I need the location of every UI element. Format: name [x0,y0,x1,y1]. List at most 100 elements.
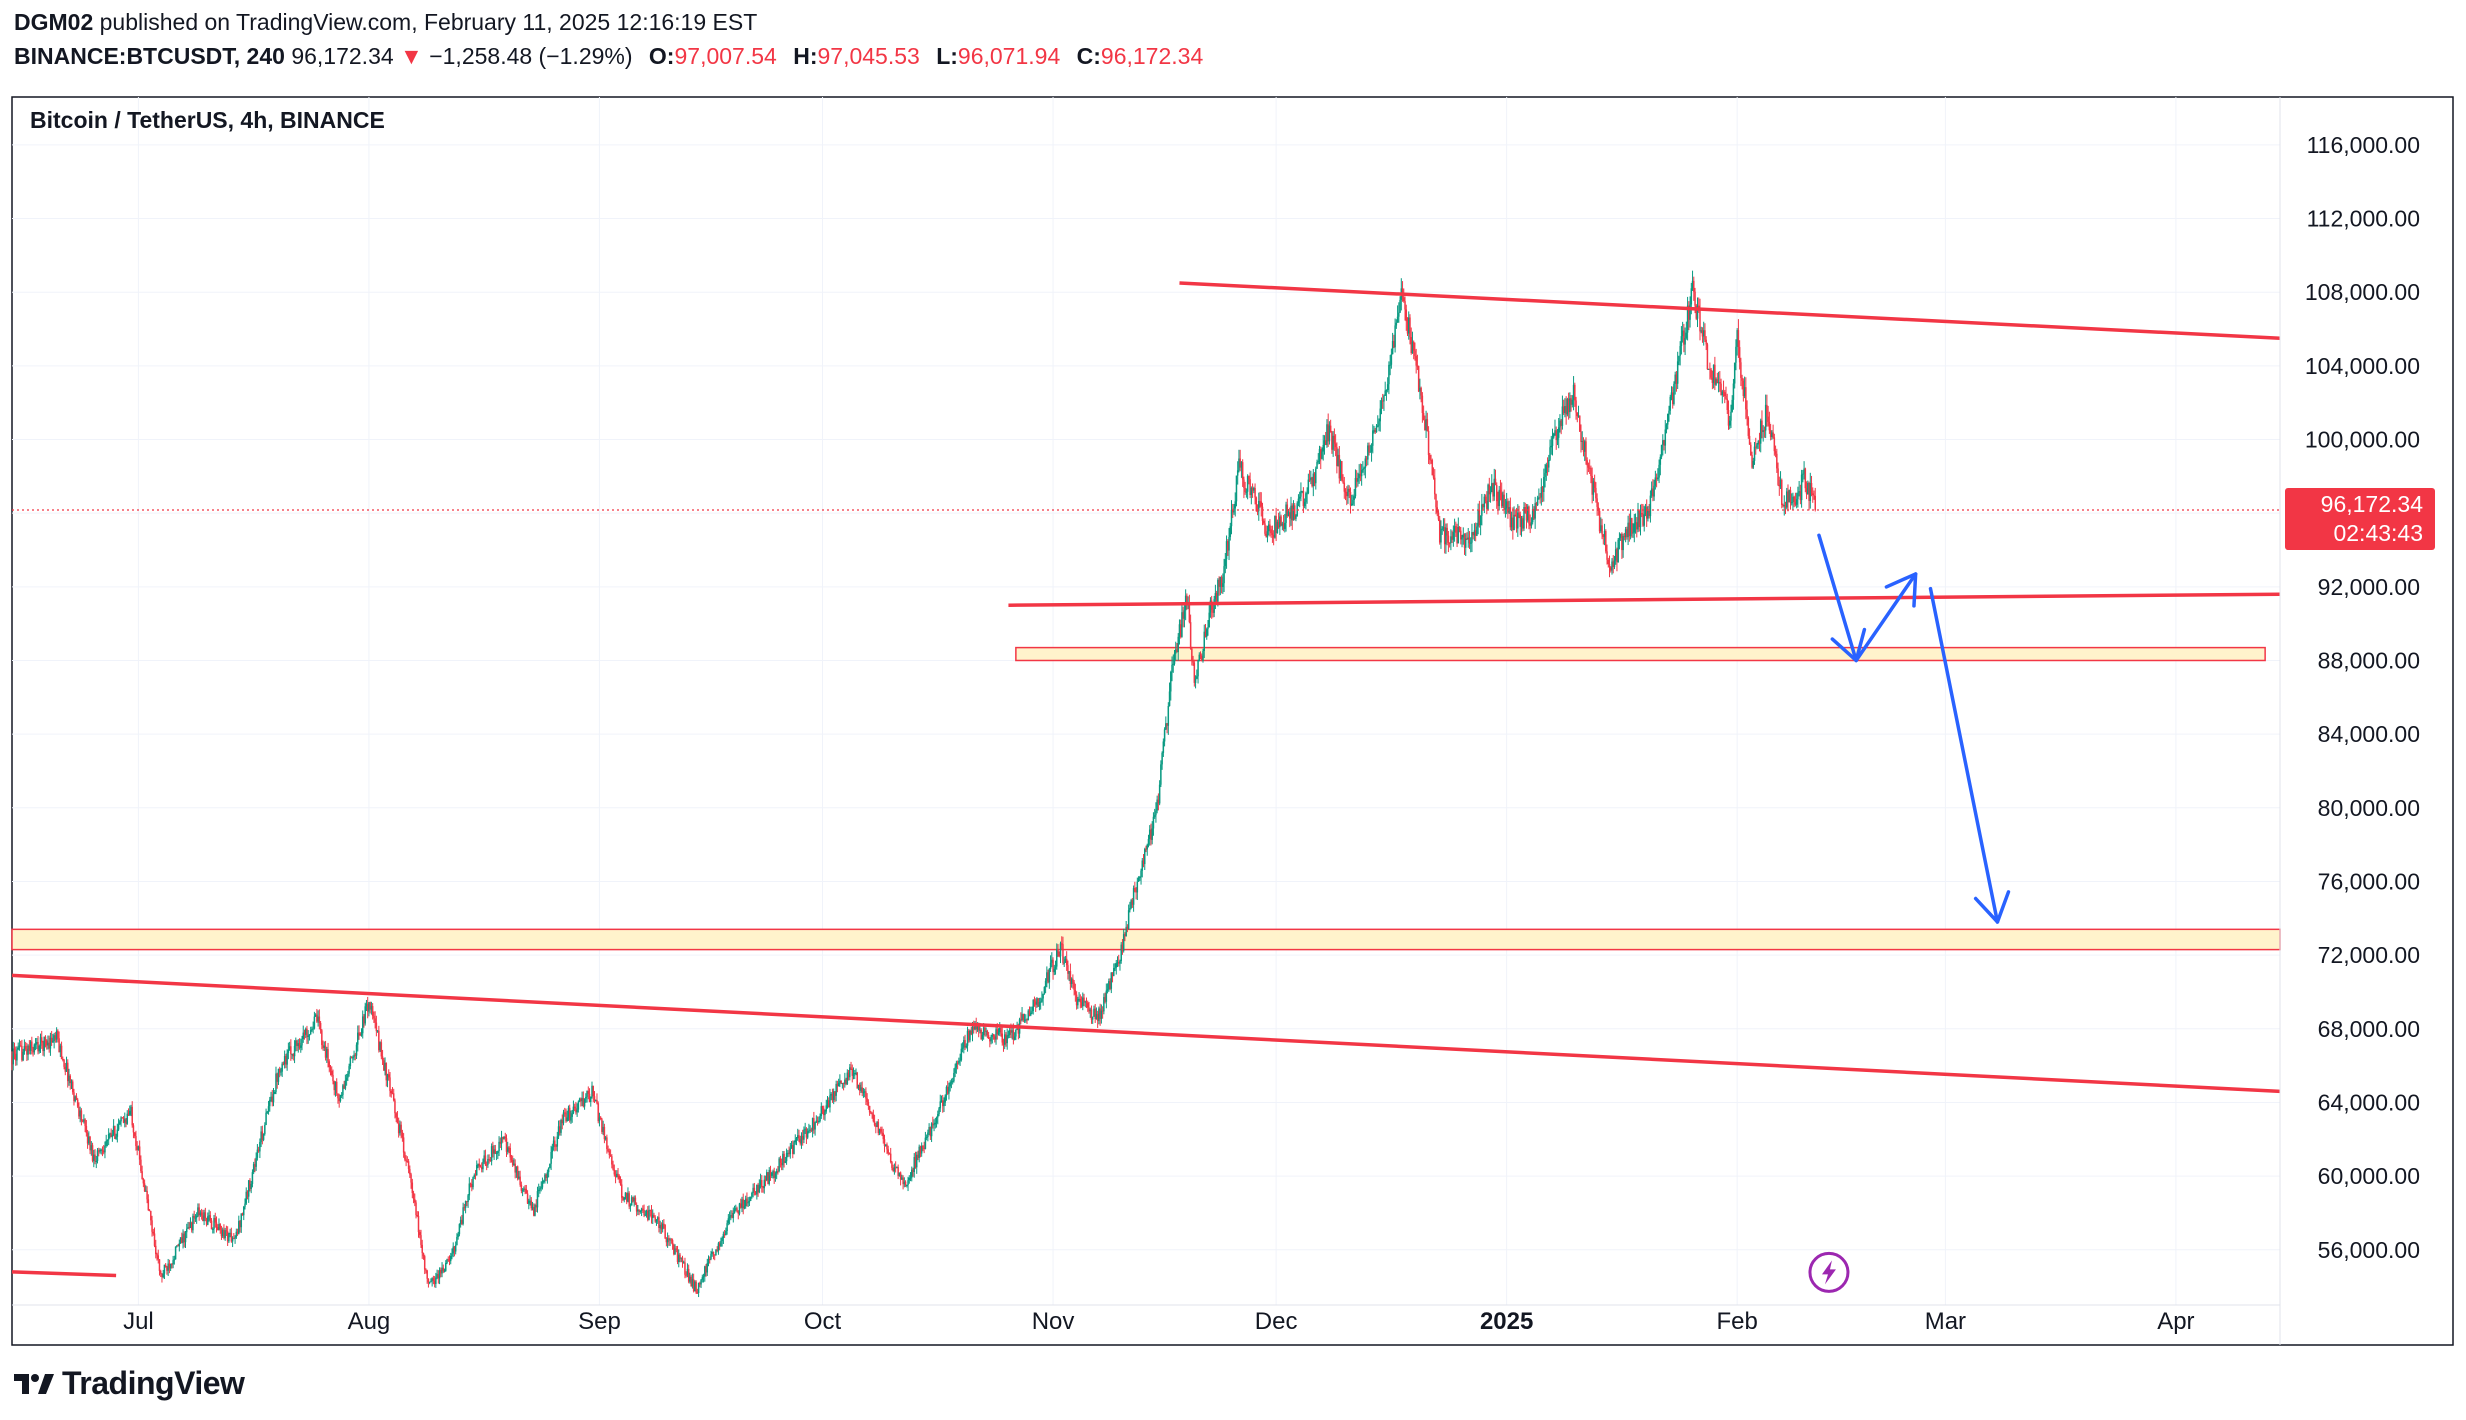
candle-body[interactable] [288,1046,291,1050]
candle-body[interactable] [241,1213,244,1216]
candle-body[interactable] [762,1186,764,1189]
candle-body[interactable] [1746,409,1748,418]
candle-body[interactable] [1147,838,1150,845]
candle-body[interactable] [1022,1014,1025,1020]
candle-body[interactable] [1735,346,1737,363]
candle-body[interactable] [1117,962,1120,964]
candle-body[interactable] [438,1269,441,1279]
candle-body[interactable] [304,1028,307,1035]
candle-body[interactable] [311,1029,313,1031]
candle-body[interactable] [901,1177,903,1180]
candle-body[interactable] [1546,464,1549,468]
candle-body[interactable] [1327,424,1329,442]
candle-body[interactable] [1404,301,1406,310]
candle-body[interactable] [787,1152,789,1154]
candle-body[interactable] [932,1123,934,1125]
candle-body[interactable] [99,1150,101,1152]
candle-body[interactable] [1528,506,1530,524]
candle-body[interactable] [1114,967,1116,969]
candle-body[interactable] [1258,500,1260,512]
candle-body[interactable] [872,1114,875,1122]
candle-body[interactable] [1670,392,1673,397]
candle-body[interactable] [1407,317,1410,334]
candle-body[interactable] [86,1133,89,1144]
candle-body[interactable] [1070,978,1073,984]
candle-body[interactable] [442,1267,445,1272]
candle-body[interactable] [34,1043,37,1045]
candle-body[interactable] [1043,987,1046,994]
candle-body[interactable] [1745,387,1747,410]
candle-body[interactable] [1017,1024,1020,1034]
candle-body[interactable] [987,1035,990,1039]
candle-body[interactable] [45,1040,48,1046]
candle-body[interactable] [1662,440,1664,445]
candle-body[interactable] [511,1159,514,1166]
candle-body[interactable] [1497,501,1499,507]
candle-body[interactable] [1691,280,1694,289]
candle-body[interactable] [353,1054,355,1058]
candle-body[interactable] [214,1218,217,1223]
candle-body[interactable] [1348,488,1351,492]
candle-body[interactable] [75,1096,78,1100]
candle-body[interactable] [121,1117,124,1119]
candle-body[interactable] [867,1102,870,1106]
candle-body[interactable] [974,1023,976,1030]
candle-body[interactable] [1550,445,1553,448]
candle-body[interactable] [224,1230,226,1239]
candle-body[interactable] [557,1126,560,1137]
candle-body[interactable] [1028,1010,1031,1016]
candle-body[interactable] [684,1262,686,1275]
candle-body[interactable] [842,1082,845,1084]
candle-body[interactable] [1057,948,1059,952]
candle-body[interactable] [250,1183,252,1189]
candle-body[interactable] [37,1041,39,1052]
candle-body[interactable] [883,1139,886,1146]
candle-body[interactable] [582,1098,585,1107]
candle-body[interactable] [1637,510,1639,530]
candle-body[interactable] [893,1167,896,1172]
candle-body[interactable] [239,1221,241,1228]
candle-body[interactable] [1194,678,1197,683]
candle-body[interactable] [1759,420,1762,444]
candle-body[interactable] [1493,478,1496,497]
candle-body[interactable] [1534,503,1536,519]
candle-body[interactable] [1773,437,1776,452]
candle-body[interactable] [1119,961,1121,964]
candle-body[interactable] [1027,1010,1030,1021]
candle-body[interactable] [255,1157,257,1167]
candle-body[interactable] [1622,535,1624,551]
candle-body[interactable] [137,1146,140,1151]
candle-body[interactable] [1574,384,1576,401]
candle-body[interactable] [1390,354,1393,365]
candle-body[interactable] [712,1251,715,1255]
candle-body[interactable] [276,1073,278,1082]
candle-body[interactable] [700,1279,702,1285]
candle-body[interactable] [852,1073,855,1076]
candle-body[interactable] [1245,491,1248,493]
candle-body[interactable] [18,1045,21,1048]
candle-body[interactable] [1752,460,1755,468]
candle-body[interactable] [1709,368,1711,370]
candle-body[interactable] [1067,965,1069,974]
candle-body[interactable] [317,1016,319,1022]
candle-body[interactable] [1011,1030,1013,1033]
candle-body[interactable] [1393,340,1395,348]
candle-body[interactable] [1719,381,1721,384]
candle-body[interactable] [733,1209,736,1213]
candle-body[interactable] [1689,304,1691,320]
candle-body[interactable] [992,1034,995,1037]
candle-body[interactable] [773,1171,775,1178]
candle-body[interactable] [871,1113,873,1115]
candle-body[interactable] [19,1045,22,1047]
candle-body[interactable] [1664,429,1667,446]
candle-body[interactable] [825,1105,827,1112]
candle-body[interactable] [846,1072,849,1085]
candle-body[interactable] [878,1128,881,1134]
candle-body[interactable] [948,1086,950,1094]
candle-body[interactable] [970,1030,973,1035]
candle-body[interactable] [697,1282,700,1294]
candle-body[interactable] [421,1244,423,1254]
candle-body[interactable] [231,1238,234,1242]
candle-body[interactable] [1517,512,1519,529]
